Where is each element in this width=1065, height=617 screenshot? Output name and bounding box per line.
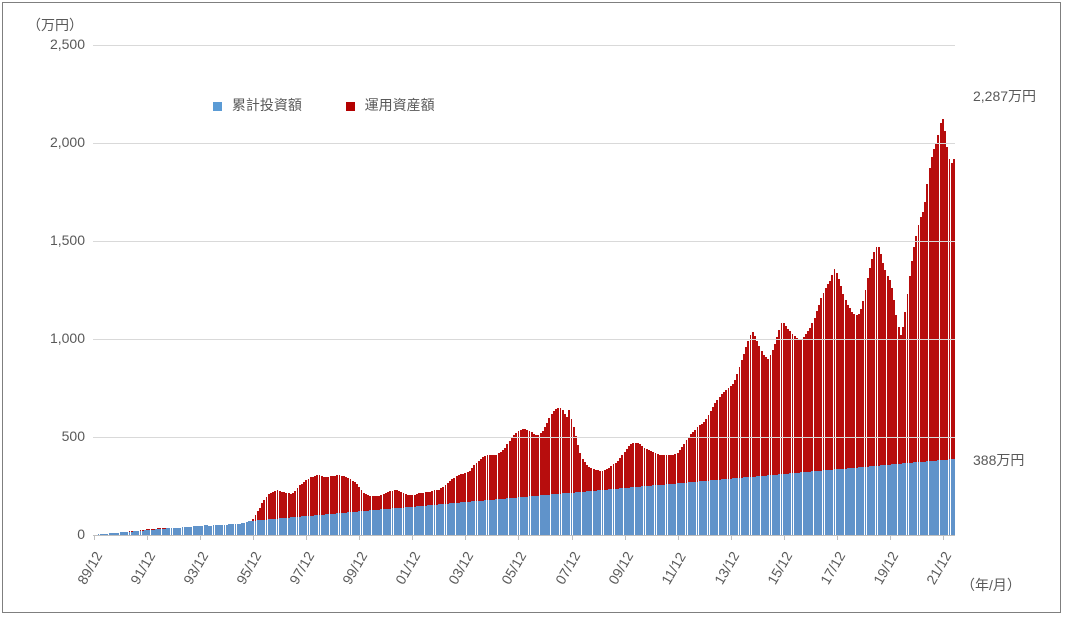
x-tick-label: 07/12 (552, 549, 583, 587)
x-tick-label: 09/12 (605, 549, 636, 587)
x-tick (359, 535, 360, 540)
chart-frame: （万円） 累計投資額 運用資産額 （年/月） 05001,0001,5002,0… (2, 2, 1061, 613)
x-tick (572, 535, 573, 540)
x-tick-label: 13/12 (711, 549, 742, 587)
y-tick-label: 500 (35, 428, 85, 444)
y-tick-label: 2,500 (35, 36, 85, 52)
x-tick (784, 535, 785, 540)
x-tick (518, 535, 519, 540)
callout-label: 2,287万円 (973, 86, 1036, 106)
x-tick (678, 535, 679, 540)
x-tick (890, 535, 891, 540)
x-tick-label: 15/12 (764, 549, 795, 587)
x-tick (147, 535, 148, 540)
x-tick (412, 535, 413, 540)
y-axis-title: （万円） (27, 15, 83, 35)
gridline (93, 437, 955, 438)
x-tick-label: 89/12 (74, 549, 105, 587)
x-tick-label: 19/12 (870, 549, 901, 587)
x-tick (94, 535, 95, 540)
bar-cumulative (953, 459, 955, 535)
x-tick-label: 95/12 (233, 549, 264, 587)
x-tick (306, 535, 307, 540)
x-tick-label: 91/12 (127, 549, 158, 587)
y-tick-label: 1,000 (35, 330, 85, 346)
gridline (93, 241, 955, 242)
x-tick (943, 535, 944, 540)
gridline (93, 143, 955, 144)
x-tick (837, 535, 838, 540)
x-tick-label: 03/12 (445, 549, 476, 587)
x-tick-label: 99/12 (339, 549, 370, 587)
x-tick (200, 535, 201, 540)
x-tick (465, 535, 466, 540)
x-tick-label: 97/12 (286, 549, 317, 587)
callout-label: 388万円 (973, 450, 1024, 470)
x-axis-title: （年/月） (961, 575, 1021, 595)
y-tick-label: 0 (35, 526, 85, 542)
y-tick-label: 1,500 (35, 232, 85, 248)
y-tick-label: 2,000 (35, 134, 85, 150)
x-tick-label: 21/12 (923, 549, 954, 587)
x-axis-line (93, 535, 955, 536)
gridline (93, 339, 955, 340)
gridline (93, 45, 955, 46)
plot-area (93, 45, 955, 535)
x-tick (731, 535, 732, 540)
x-tick-label: 05/12 (498, 549, 529, 587)
x-tick-label: 11/12 (658, 550, 689, 587)
x-tick (253, 535, 254, 540)
x-tick-label: 01/12 (392, 549, 423, 587)
x-tick-label: 17/12 (817, 549, 848, 587)
x-tick (625, 535, 626, 540)
x-tick-label: 93/12 (180, 549, 211, 587)
